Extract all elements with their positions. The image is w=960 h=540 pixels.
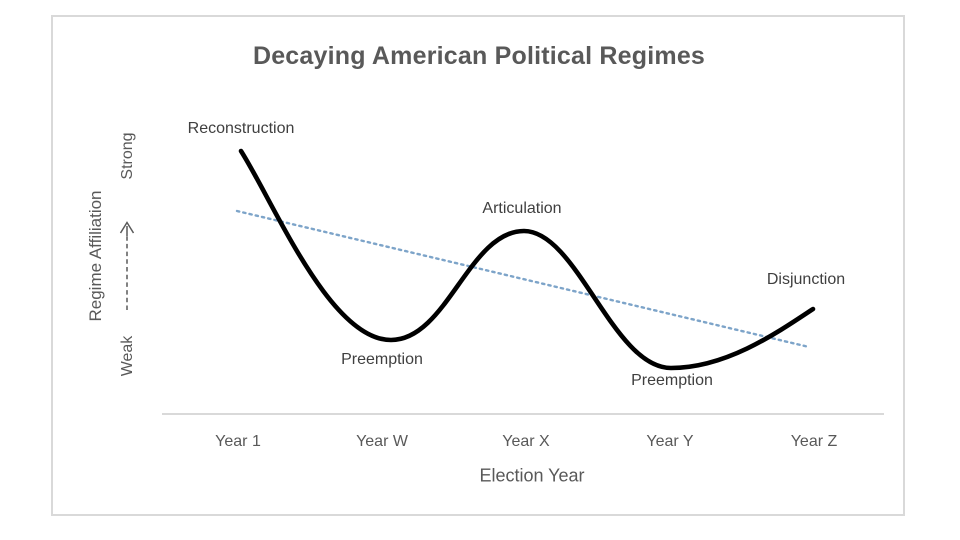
y-axis-arrow-icon (119, 221, 135, 310)
x-axis-title: Election Year (479, 465, 585, 486)
regime-curve (238, 148, 816, 371)
y-axis-max-label: Strong (119, 132, 136, 180)
x-tick-year-y: Year Y (646, 433, 694, 450)
y-axis-title: Regime Affiliation (86, 190, 105, 322)
annotation-preemption-2: Preemption (631, 372, 713, 389)
x-tick-year-z: Year Z (790, 433, 838, 450)
trend-line (235, 209, 811, 349)
chart-title: Decaying American Political Regimes (252, 42, 706, 70)
annotation-articulation: Articulation (482, 200, 562, 217)
x-tick-year-w: Year W (356, 433, 408, 450)
annotation-disjunction: Disjunction (766, 271, 846, 288)
chart-frame (51, 15, 905, 516)
annotation-preemption-1: Preemption (341, 351, 423, 368)
x-tick-year-x: Year X (502, 433, 550, 450)
x-tick-year-1: Year 1 (215, 433, 261, 450)
annotation-reconstruction: Reconstruction (187, 120, 295, 137)
y-axis-min-label: Weak (119, 335, 136, 377)
